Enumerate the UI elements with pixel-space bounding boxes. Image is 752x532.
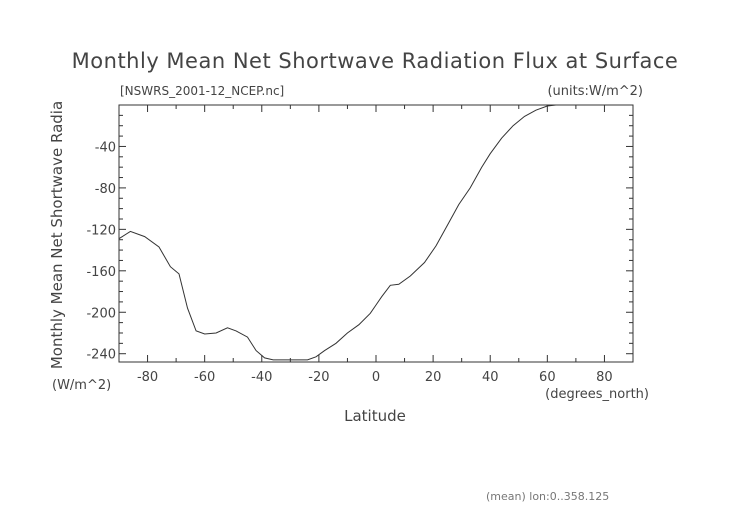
x-tick-label: 0 <box>372 370 380 385</box>
x-tick-label: 80 <box>596 370 613 385</box>
x-axis-label: Latitude <box>344 407 406 425</box>
y-tick-label: -80 <box>95 182 116 197</box>
y-tick-label: -160 <box>86 265 116 280</box>
y-tick-label: -40 <box>95 140 116 155</box>
y-tick-label: -240 <box>86 348 116 363</box>
x-tick-label: -60 <box>194 370 215 385</box>
y-axis-ticks <box>119 104 633 355</box>
x-tick-label: -40 <box>251 370 272 385</box>
chart-subtitle: [NSWRS_2001-12_NCEP.nc] <box>120 84 284 98</box>
x-tick-label: 60 <box>539 370 556 385</box>
x-tick-label: 40 <box>482 370 499 385</box>
plot-frame <box>118 104 634 363</box>
series-group <box>118 104 565 361</box>
x-axis-units: (degrees_north) <box>545 387 649 402</box>
y-tick-label: -200 <box>86 306 116 321</box>
x-axis-ticks <box>118 105 634 362</box>
y-axis-units: (W/m^2) <box>52 378 111 393</box>
footnote: (mean) lon:0..358.125 <box>486 490 609 503</box>
x-tick-label: -20 <box>308 370 329 385</box>
y-tick-label: -120 <box>86 223 116 238</box>
chart-title: Monthly Mean Net Shortwave Radiation Flu… <box>72 49 679 73</box>
units-label: (units:W/m^2) <box>547 84 643 99</box>
x-axis-tick-labels: -80 -60 -40 -20 0 20 40 60 80 <box>137 370 613 385</box>
y-axis-tick-labels: -40 -80 -120 -160 -200 -240 <box>86 140 116 362</box>
x-tick-label: 20 <box>425 370 442 385</box>
y-axis-label: Monthly Mean Net Shortwave Radia <box>48 101 66 369</box>
x-tick-label: -80 <box>137 370 158 385</box>
series-line <box>118 104 565 361</box>
